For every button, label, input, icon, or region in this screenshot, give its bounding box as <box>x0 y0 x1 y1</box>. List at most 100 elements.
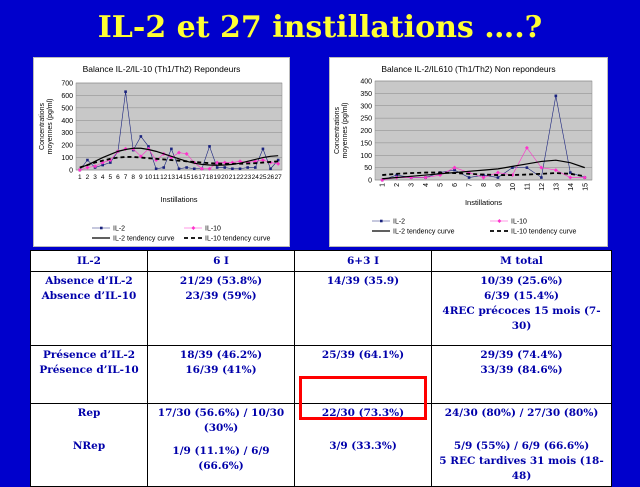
data-point <box>269 167 272 171</box>
data-point <box>540 176 543 179</box>
y-axis-label-line: Concentrations <box>39 102 46 150</box>
results-table: IL-2 6 I 6+3 I M total Absence d’IL-2 Ab… <box>30 250 612 487</box>
data-point <box>199 166 204 171</box>
cell-value: 29/39 (74.4%) <box>480 349 563 361</box>
legend-marker <box>497 219 502 223</box>
y-axis-label: Concentrationsmoyennes (pg/ml) <box>39 98 54 154</box>
table-cell: 18/39 (46.2%) 16/39 (41%) <box>147 345 295 404</box>
x-tick-label: 17 <box>198 174 206 181</box>
x-tick-label: 15 <box>582 183 589 191</box>
x-tick-label: 2 <box>394 183 401 187</box>
x-tick-label: 10 <box>145 174 153 181</box>
x-tick-label: 25 <box>259 174 267 181</box>
x-tick-label: 27 <box>275 174 283 181</box>
y-tick-label: 700 <box>61 81 73 88</box>
x-tick-label: 13 <box>553 183 560 191</box>
row-label: Absence d’IL-2 <box>45 275 133 287</box>
cell-value: 33/39 (84.6%) <box>480 364 563 376</box>
slide-title: IL-2 et 27 instillations ….? <box>97 10 543 45</box>
table-cell: 10/39 (25.6%) 6/39 (15.4%) 4REC précoces… <box>431 271 612 346</box>
data-point <box>162 166 166 169</box>
legend-label: IL-2 tendency curve <box>393 229 455 236</box>
header-il2: IL-2 <box>30 250 148 272</box>
cell-value: 24/30 (80%) / 27/30 (80%) <box>444 407 599 419</box>
y-tick-label: 500 <box>61 105 73 112</box>
row-label: Rep <box>77 407 101 419</box>
x-tick-label: 6 <box>452 183 459 187</box>
data-point <box>253 166 257 169</box>
row-label-cell: Présence d’IL-2 Présence d’IL-10 <box>30 345 148 404</box>
x-tick-label: 3 <box>409 183 416 187</box>
data-point <box>569 171 572 174</box>
table-row-rep: Rep NRep 17/30 (56.6%) / 10/30 (30%) 1/9… <box>30 403 612 487</box>
legend-marker <box>191 226 196 230</box>
legend-label: IL-10 <box>511 219 527 226</box>
chart-nonresponders-panel: Balance IL-2/IL610 (Th1/Th2) Non reponde… <box>329 57 608 247</box>
cell-value: 17/30 (56.6%) / 10/30 <box>157 407 285 419</box>
cell-value: 25/39 (64.1%) <box>321 349 405 361</box>
x-tick-label: 7 <box>467 183 474 187</box>
y-tick-label: 400 <box>61 118 73 125</box>
legend-label: IL-2 <box>393 219 405 226</box>
table-cell: 21/29 (53.8%) 23/39 (59%) <box>147 271 295 346</box>
chart-responders-panel: Balance IL-2/IL-10 (Th1/Th2) Repondeurs 0… <box>33 57 290 247</box>
x-tick-label: 2 <box>86 174 90 181</box>
cell-value: 18/39 (46.2%) <box>179 349 263 361</box>
y-tick-label: 200 <box>360 128 372 135</box>
cell-value: 4REC précoces 15 mois (7-30) <box>442 305 601 332</box>
header-6i: 6 I <box>147 250 295 272</box>
y-tick-label: 50 <box>364 165 372 172</box>
data-point <box>223 166 227 169</box>
cell-value: 1/9 (11.1%) / 6/9 (66.6%) <box>172 445 270 472</box>
cell-value: (30%) <box>203 422 239 434</box>
data-point <box>568 175 573 180</box>
x-tick-label: 23 <box>244 174 252 181</box>
legend-marker <box>380 219 383 223</box>
data-point <box>511 166 514 169</box>
data-point <box>495 170 500 175</box>
data-point <box>276 158 280 162</box>
x-tick-label: 16 <box>191 174 199 181</box>
y-tick-label: 350 <box>360 91 372 98</box>
cell-value: 21/29 (53.8%) <box>179 275 263 287</box>
legend-label: IL-2 tendency curve <box>113 236 175 243</box>
data-point <box>452 165 457 170</box>
x-axis-label: Instillations <box>160 195 197 204</box>
series-line <box>382 171 585 178</box>
x-tick-label: 13 <box>168 174 176 181</box>
x-tick-label: 5 <box>109 174 113 181</box>
data-point <box>86 158 89 162</box>
data-point <box>185 166 188 169</box>
highlight-box <box>299 376 427 420</box>
y-axis-label-line: moyennes (pg/ml) <box>47 98 54 154</box>
row-label: Présence d’IL-10 <box>39 364 139 376</box>
x-tick-label: 22 <box>236 174 244 181</box>
cell-value: 10/39 (25.6%) <box>480 275 563 287</box>
legend-label: IL-10 tendency curve <box>205 236 270 243</box>
data-point <box>177 167 181 171</box>
x-tick-label: 21 <box>229 174 237 181</box>
cell-value: 23/39 (59%) <box>185 290 257 302</box>
x-tick-label: 12 <box>539 183 546 191</box>
data-point <box>453 168 456 172</box>
cell-value: 5/9 (55%) / 6/9 (66.6%) <box>453 440 590 452</box>
row-label: Absence d’IL-10 <box>41 290 137 302</box>
data-point <box>496 176 500 179</box>
table-cell: 29/39 (74.4%) 33/39 (84.6%) <box>431 345 612 404</box>
y-tick-label: 0 <box>368 178 372 185</box>
x-tick-label: 5 <box>438 183 445 187</box>
cell-value: 6/39 (15.4%) <box>484 290 559 302</box>
x-tick-label: 1 <box>380 183 387 187</box>
data-point <box>582 175 587 180</box>
x-tick-label: 26 <box>267 174 275 181</box>
x-tick-label: 8 <box>131 174 135 181</box>
data-point <box>510 173 515 178</box>
x-tick-label: 12 <box>160 174 168 181</box>
data-point <box>238 167 242 171</box>
chart-title: Balance IL-2/IL610 (Th1/Th2) Non reponde… <box>381 64 555 74</box>
row-label-cell: Rep NRep <box>30 403 148 487</box>
x-tick-label: 18 <box>206 174 214 181</box>
table-cell: 24/30 (80%) / 27/30 (80%) 5/9 (55%) / 6/… <box>431 403 612 487</box>
row-label: NRep <box>72 440 106 452</box>
data-point <box>192 167 196 171</box>
